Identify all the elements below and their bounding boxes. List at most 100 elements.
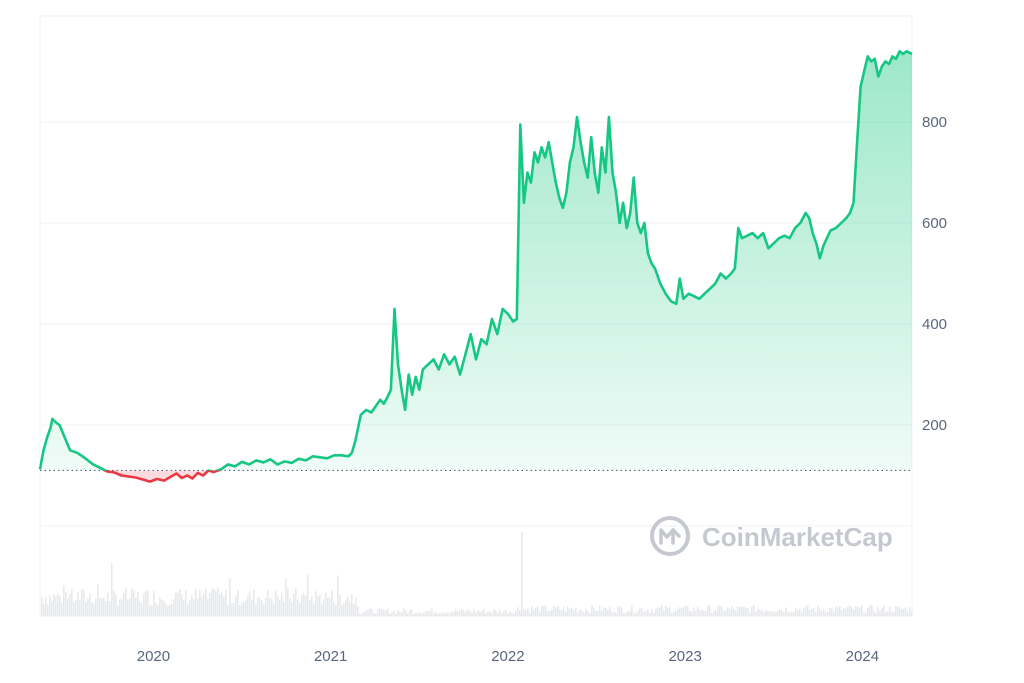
volume-bar	[425, 611, 427, 616]
coinmarketcap-logo-icon	[650, 516, 690, 556]
volume-bar	[889, 606, 891, 616]
volume-bar	[493, 609, 495, 616]
volume-bar	[589, 612, 591, 616]
volume-bar	[527, 608, 529, 616]
volume-bar	[657, 607, 659, 616]
volume-bar	[261, 600, 263, 616]
volume-bar	[321, 604, 323, 616]
volume-bar	[591, 605, 593, 616]
volume-bar	[535, 607, 537, 616]
volume-bar	[207, 598, 209, 616]
price-line-down	[102, 470, 222, 483]
volume-bar	[99, 598, 101, 616]
volume-bar	[743, 607, 745, 616]
volume-bar	[775, 611, 777, 616]
volume-bar	[211, 589, 213, 616]
volume-bar	[637, 611, 639, 616]
volume-bar	[815, 611, 817, 616]
volume-bar	[653, 612, 655, 616]
volume-bar	[353, 604, 355, 616]
volume-bar	[163, 600, 165, 616]
volume-bar	[761, 609, 763, 616]
volume-bar	[331, 590, 333, 616]
volume-bar	[303, 593, 305, 616]
volume-bar	[111, 562, 113, 616]
volume-bar	[351, 594, 353, 616]
volume-bar	[627, 611, 629, 616]
volume-bar	[639, 608, 641, 616]
volume-bar	[325, 592, 327, 616]
volume-bar	[609, 606, 611, 616]
volume-bar	[375, 613, 377, 616]
volume-bar	[407, 613, 409, 616]
volume-bar	[861, 605, 863, 616]
volume-bar	[95, 598, 97, 616]
volume-bar	[85, 601, 87, 616]
volume-bar	[783, 612, 785, 616]
volume-bar	[413, 613, 415, 616]
volume-bar	[245, 600, 247, 616]
volume-bar	[75, 600, 77, 616]
volume-bar	[795, 608, 797, 616]
volume-bar	[715, 610, 717, 616]
volume-bar	[499, 609, 501, 616]
volume-bar	[529, 612, 531, 616]
volume-bar	[139, 601, 141, 616]
volume-bar	[799, 608, 801, 616]
volume-bar	[237, 590, 239, 616]
volume-bar	[181, 594, 183, 616]
volume-bar	[295, 588, 297, 616]
volume-bar	[599, 605, 601, 616]
volume-bar	[345, 600, 347, 616]
volume-bar	[329, 598, 331, 616]
volume-bar	[837, 607, 839, 616]
volume-bar	[431, 608, 433, 616]
volume-bar	[845, 608, 847, 616]
volume-bar	[61, 602, 63, 616]
volume-bar	[651, 609, 653, 616]
volume-bar	[127, 599, 129, 616]
volume-bar	[63, 585, 65, 616]
price-lines	[38, 50, 913, 483]
volume-bar	[579, 609, 581, 616]
volume-bar	[681, 608, 683, 616]
volume-bar	[305, 595, 307, 616]
volume-bar	[439, 613, 441, 616]
volume-bar	[387, 608, 389, 616]
volume-bar	[293, 592, 295, 616]
volume-bar	[279, 599, 281, 616]
volume-bar	[59, 595, 61, 616]
volume-bar	[847, 606, 849, 616]
volume-bar	[691, 611, 693, 616]
volume-bar	[323, 599, 325, 616]
volume-bar	[393, 610, 395, 616]
volume-bar	[251, 599, 253, 616]
volume-bar	[167, 605, 169, 616]
volume-bar	[309, 599, 311, 616]
volume-bar	[729, 608, 731, 616]
volume-bar	[601, 611, 603, 616]
volume-bar	[771, 611, 773, 616]
volume-bar	[317, 596, 319, 616]
volume-bar	[465, 611, 467, 616]
volume-bar	[469, 611, 471, 616]
volume-bar	[441, 613, 443, 616]
price-area	[40, 51, 912, 482]
volume-bar	[905, 607, 907, 616]
volume-bar	[273, 603, 275, 616]
volume-bar	[159, 597, 161, 616]
volume-bar	[195, 589, 197, 616]
volume-bar	[573, 610, 575, 616]
volume-bar	[693, 607, 695, 616]
volume-bar	[767, 610, 769, 616]
volume-bar	[399, 611, 401, 616]
volume-bar	[741, 606, 743, 616]
volume-bar	[125, 588, 127, 616]
volume-bar	[753, 605, 755, 616]
volume-bar	[633, 612, 635, 616]
volume-bar	[269, 598, 271, 616]
volume-bar	[433, 613, 435, 616]
volume-bar	[879, 610, 881, 616]
area-fill-up	[40, 51, 912, 471]
